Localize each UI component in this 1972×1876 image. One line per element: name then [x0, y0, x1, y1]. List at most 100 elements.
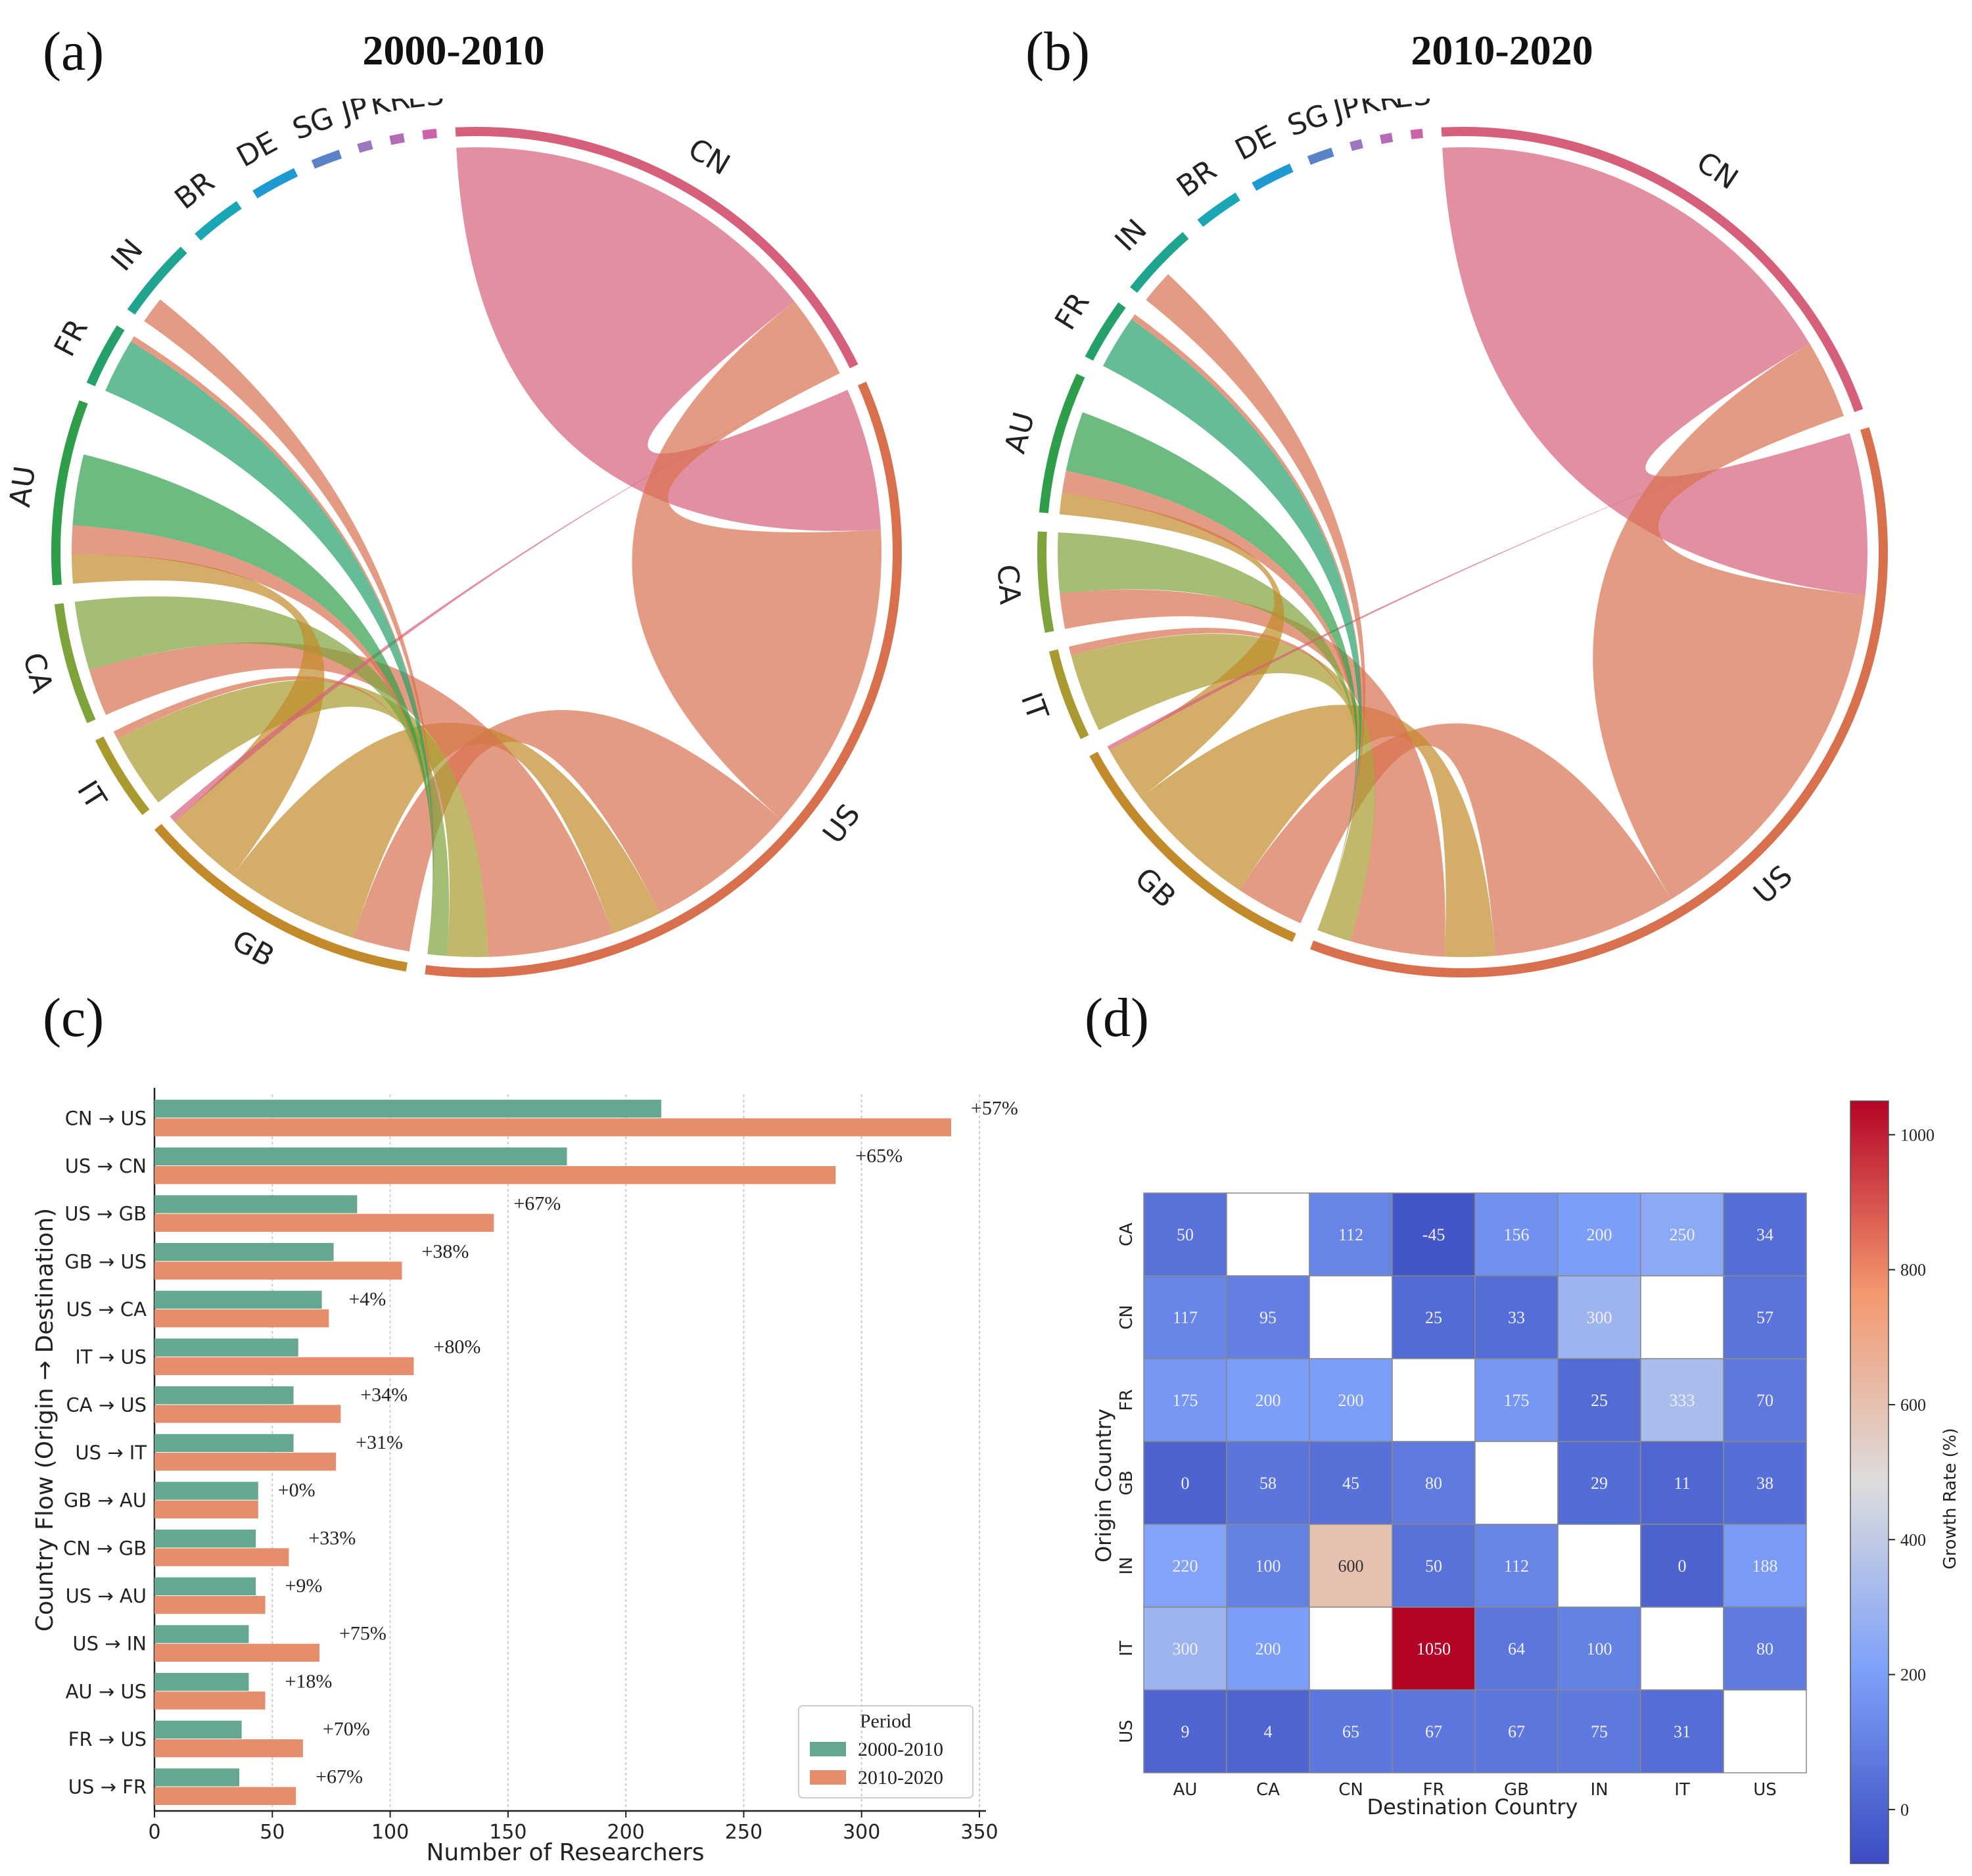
bar-2000-2010-7 — [154, 1434, 294, 1452]
heatmap-cell-CN-GB — [1474, 1275, 1559, 1359]
heatmap-cell-value: 50 — [1177, 1225, 1194, 1244]
heatmap-cell-value: 175 — [1504, 1391, 1530, 1410]
chord-label-GB: GB — [227, 924, 280, 973]
legend-label-2010-2020: 2010-2020 — [858, 1767, 943, 1789]
bar-category-label: US → AU — [66, 1585, 147, 1607]
bar-category-label: US → FR — [68, 1776, 147, 1798]
chord-arc-DE — [1252, 163, 1294, 191]
chord-arc-CA — [54, 603, 96, 724]
heatmap-cell-value: 45 — [1342, 1474, 1359, 1493]
chord-ribbon-GB-AU — [1059, 493, 1284, 798]
chord-arc-CN — [1441, 127, 1864, 412]
heatmap-cell-value: 65 — [1342, 1722, 1359, 1741]
bar-category-label: US → CA — [66, 1298, 147, 1321]
bar-2000-2010-9 — [154, 1529, 256, 1548]
heatmap-cell-CA-FR — [1392, 1192, 1476, 1277]
chord-ribbon-US-CN — [632, 301, 881, 820]
colorbar-label: Growth Rate (%) — [1940, 1428, 1960, 1569]
heatmap-cell-FR-IT — [1640, 1358, 1724, 1442]
heatmap-cell-value: 34 — [1756, 1225, 1773, 1244]
chord-arc-BR — [195, 200, 242, 241]
heatmap-cell-CN-IN — [1557, 1275, 1641, 1359]
heatmap-cell-US-US — [1723, 1689, 1807, 1773]
bar-growth-annotation: +34% — [360, 1384, 408, 1405]
chord-a-ribbons — [72, 147, 881, 957]
bar-growth-annotation: +70% — [323, 1718, 370, 1740]
heatmap-cell-IT-FR — [1392, 1606, 1476, 1691]
legend-swatch-2000-2010 — [810, 1742, 846, 1756]
chord-arc-CA — [1037, 531, 1054, 633]
bar-growth-annotation: +0% — [278, 1480, 316, 1501]
heatmap-cell-IT-CA — [1226, 1606, 1310, 1691]
heatmap-cell-GB-IN — [1557, 1441, 1641, 1525]
heatmap-cell-CN-CN — [1309, 1275, 1393, 1359]
bar-growth-annotation: +67% — [316, 1766, 363, 1788]
heatmap-cell-value: 250 — [1670, 1225, 1695, 1244]
chord-label-BR: BR — [1171, 153, 1223, 204]
heatmap-cell-US-CA — [1226, 1689, 1310, 1773]
legend-label-2000-2010: 2000-2010 — [858, 1739, 943, 1760]
heatmap-cell-GB-US — [1723, 1441, 1807, 1525]
bar-category-label: IT → US — [75, 1346, 147, 1369]
bar-2010-2020-5 — [154, 1357, 414, 1376]
bar-2010-2020-1 — [154, 1166, 836, 1184]
chord-label-AU: AU — [998, 409, 1041, 457]
chord-ribbon-CN-US — [1442, 147, 1867, 596]
panel-b-title: 2010-2020 — [1411, 27, 1593, 74]
heatmap-cell-GB-AU — [1143, 1441, 1227, 1525]
heatmap-cell-US-IN — [1557, 1689, 1641, 1773]
chord-ribbon-GB-US — [232, 722, 660, 938]
bar-2000-2010-10 — [154, 1577, 256, 1595]
chord-diagram-2010-2020: CNUSGBITCAAUFRINBRDESGJPKRES — [991, 99, 1888, 977]
heatmap-cell-IN-GB — [1474, 1524, 1559, 1608]
heatmap-cell-GB-CA — [1226, 1441, 1310, 1525]
chord-ribbon-GB-AU — [72, 553, 325, 876]
heatmap-cell-value: 31 — [1674, 1722, 1691, 1741]
chord-arc-FR — [1085, 302, 1126, 361]
heatmap-cell-IN-FR — [1392, 1524, 1476, 1608]
bar-x-tick-label: 150 — [489, 1821, 527, 1844]
bar-2000-2010-14 — [154, 1768, 240, 1787]
bar-2010-2020-10 — [154, 1596, 266, 1614]
heatmap-cell-value: 1050 — [1417, 1639, 1451, 1658]
heatmap-cell-CN-CA — [1226, 1275, 1310, 1359]
legend-swatch-2010-2020 — [810, 1770, 846, 1785]
heatmap-col-label: GB — [1504, 1780, 1529, 1800]
bar-2000-2010-13 — [154, 1720, 242, 1739]
bar-2000-2010-0 — [154, 1099, 661, 1118]
heatmap-cell-CN-FR — [1392, 1275, 1476, 1359]
bar-2000-2010-6 — [154, 1386, 294, 1405]
colorbar-tick-label: 0 — [1900, 1800, 1909, 1819]
colorbar-tick-label: 200 — [1900, 1666, 1926, 1685]
heatmap-cell-value: 600 — [1338, 1557, 1364, 1576]
bar-growth-annotation: +67% — [513, 1193, 561, 1215]
heatmap-cell-CA-IN — [1557, 1192, 1641, 1277]
bar-x-tick-label: 300 — [843, 1821, 880, 1844]
chord-arc-DE — [252, 168, 298, 199]
chord-label-FR: FR — [48, 314, 95, 362]
bar-2010-2020-7 — [154, 1453, 337, 1471]
chord-label-US: US — [1747, 859, 1799, 910]
chord-arc-GB — [1089, 751, 1296, 942]
chord-label-CN: CN — [1691, 145, 1744, 197]
bar-2010-2020-3 — [154, 1261, 402, 1280]
bar-x-tick-label: 250 — [725, 1821, 763, 1844]
chord-arc-SG — [1307, 147, 1334, 165]
colorbar-tick-label: 1000 — [1900, 1125, 1935, 1144]
heatmap-cell-value: 112 — [1338, 1225, 1363, 1244]
bar-2010-2020-6 — [154, 1405, 341, 1423]
bar-growth-annotation: +4% — [348, 1288, 386, 1310]
chord-label-AU: AU — [3, 464, 42, 509]
heatmap-growth-rate: Origin Country Destination Country Growt… — [1091, 1100, 1960, 1864]
bar-2000-2010-5 — [154, 1338, 298, 1357]
bar-2000-2010-11 — [154, 1625, 249, 1643]
heatmap-cell-US-IT — [1640, 1689, 1724, 1773]
bar-2010-2020-13 — [154, 1739, 303, 1758]
chord-arc-IN — [127, 246, 187, 315]
heatmap-cell-IN-IT — [1640, 1524, 1724, 1608]
heatmap-row-label: CA — [1117, 1223, 1137, 1246]
heatmap-cell-CA-CA — [1226, 1192, 1310, 1277]
heatmap-cell-value: 156 — [1504, 1225, 1530, 1244]
heatmap-cell-value: 333 — [1670, 1391, 1695, 1410]
